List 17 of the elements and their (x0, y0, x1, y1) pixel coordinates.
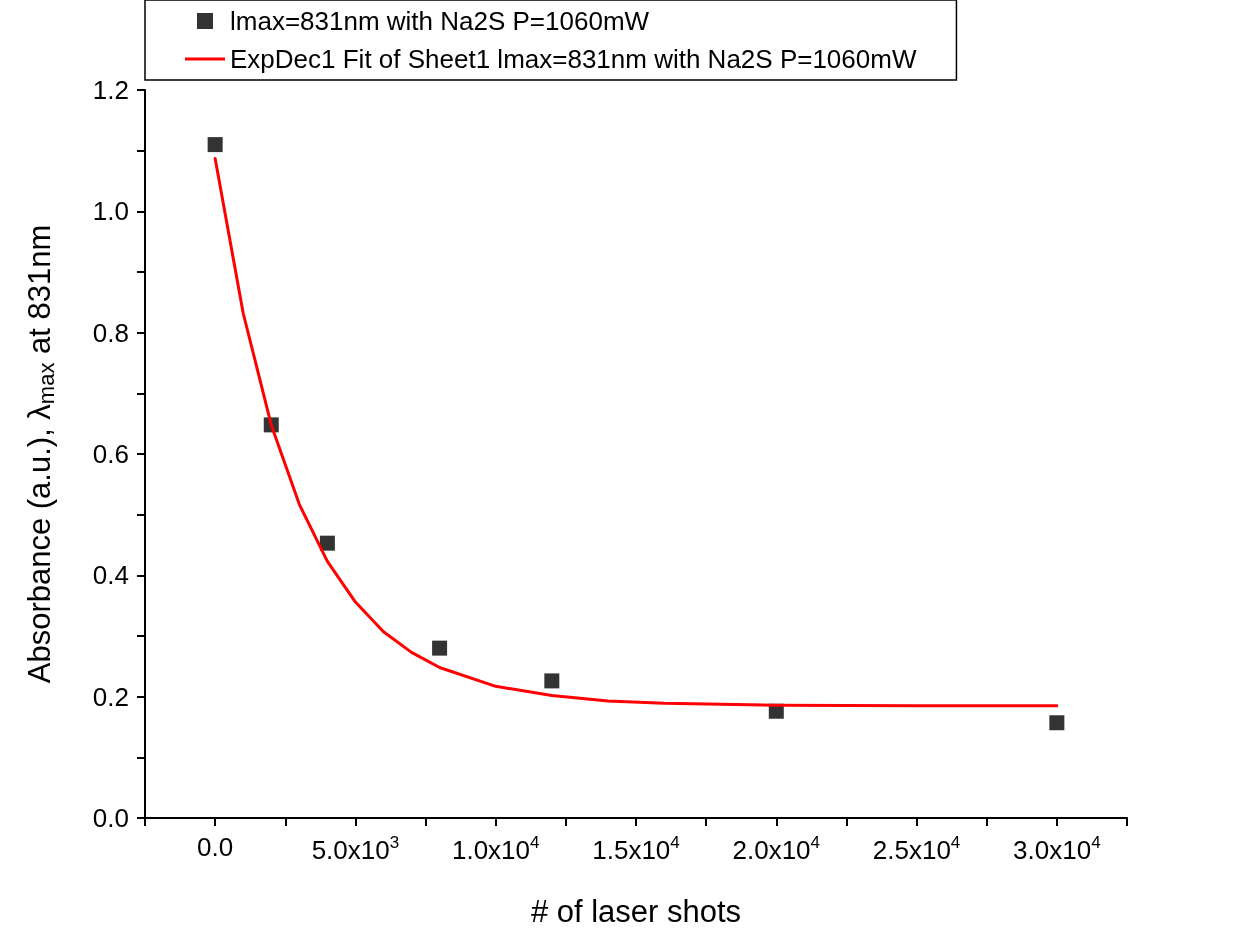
y-tick-label: 0.4 (92, 560, 129, 591)
y-tick-label: 0.2 (92, 681, 129, 712)
y-tick-label: 0.6 (92, 439, 129, 469)
x-axis-title: # of laser shots (530, 894, 742, 929)
point (544, 673, 560, 689)
x-tick-label: 0.0 (197, 832, 234, 862)
point (207, 137, 223, 153)
legend-label: lmax=831nm with Na2S P=1060mW (230, 6, 650, 36)
y-axis-title: Absorbance (a.u.), λmax at 831nm (21, 224, 59, 684)
y-tick-label: 0.8 (92, 317, 129, 348)
point (1049, 715, 1065, 731)
y-tick-label: 1.2 (92, 75, 129, 105)
legend-label: ExpDec1 Fit of Sheet1 lmax=831nm with Na2S P=1060mW (230, 44, 917, 74)
y-tick-label: 0.0 (92, 803, 129, 833)
y-tick-label: 1.0 (92, 196, 129, 227)
point (432, 640, 448, 656)
point (319, 535, 335, 551)
